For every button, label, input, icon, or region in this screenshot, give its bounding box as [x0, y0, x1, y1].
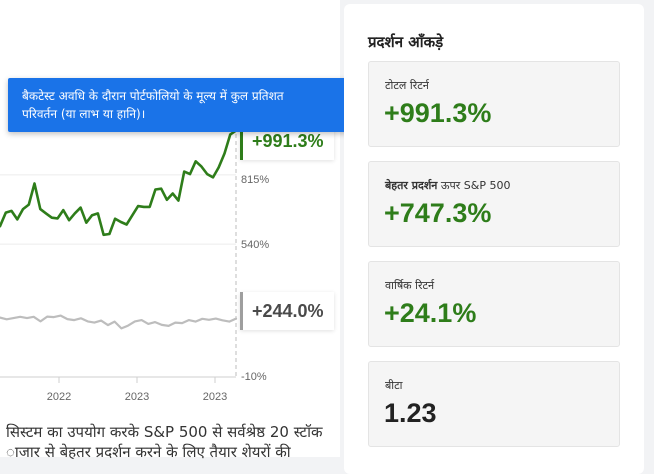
sp500-end-value: +244.0%	[252, 301, 324, 321]
stats-panel-title: प्रदर्शन आँकड़े	[368, 33, 444, 51]
y-tick-label: -10%	[241, 371, 267, 383]
x-tick-label: 2023	[203, 391, 227, 403]
stat-label: बीटा	[385, 379, 403, 392]
tooltip-line-2: परिवर्तन (या लाभ या हानि)।	[22, 107, 146, 121]
sp500-end-marker	[240, 292, 243, 330]
stat-card-beta[interactable]: बीटा 1.23	[368, 361, 620, 447]
sp500-series-line	[0, 314, 238, 330]
stat-value: 1.23	[384, 398, 437, 428]
stat-value: +747.3%	[384, 198, 492, 228]
stat-card-outperformance[interactable]: बेहतर प्रदर्शन ऊपर S&P 500 +747.3%	[368, 161, 620, 247]
x-tick-label: 2022	[47, 391, 71, 403]
portfolio-end-marker	[240, 122, 243, 160]
description-text: सिस्टम का उपयोग करके S&P 500 से सर्वश्रे…	[6, 422, 340, 462]
total-return-tooltip: बैकटेस्ट अवधि के दौरान पोर्टफोलियो के मू…	[8, 78, 358, 132]
sp500-end-label: +244.0%	[240, 292, 334, 330]
stat-value: +991.3%	[384, 98, 492, 128]
portfolio-end-value: +991.3%	[252, 131, 324, 151]
tooltip-line-1: बैकटेस्ट अवधि के दौरान पोर्टफोलियो के मू…	[22, 89, 284, 103]
description-line-2: ाजार से बेहतर प्रदर्शन करने के लिए तैयार…	[6, 443, 291, 461]
performance-stats-panel: प्रदर्शन आँकड़े टोटल रिटर्न +991.3% बेहत…	[344, 4, 644, 474]
x-tick-label: 2023	[125, 391, 149, 403]
portfolio-series-line	[0, 129, 238, 237]
performance-chart-area: 815% 540% -10% 2022 2023 2023 +991.3% +244.0%…	[0, 0, 340, 461]
stat-label: टोटल रिटर्न	[385, 79, 429, 92]
y-tick-label: 540%	[241, 239, 269, 251]
stat-card-annual-return[interactable]: वार्षिक रिटर्न +24.1%	[368, 261, 620, 347]
y-tick-label: 815%	[241, 174, 269, 186]
stat-value: +24.1%	[384, 298, 477, 328]
stat-card-total-return[interactable]: टोटल रिटर्न +991.3%	[368, 61, 620, 147]
stat-label: वार्षिक रिटर्न	[385, 279, 435, 292]
description-line-1: सिस्टम का उपयोग करके S&P 500 से सर्वश्रे…	[6, 423, 323, 441]
stat-label: बेहतर प्रदर्शन ऊपर S&P 500	[385, 179, 511, 192]
performance-chart: 815% 540% -10% 2022 2023 2023	[0, 120, 269, 403]
